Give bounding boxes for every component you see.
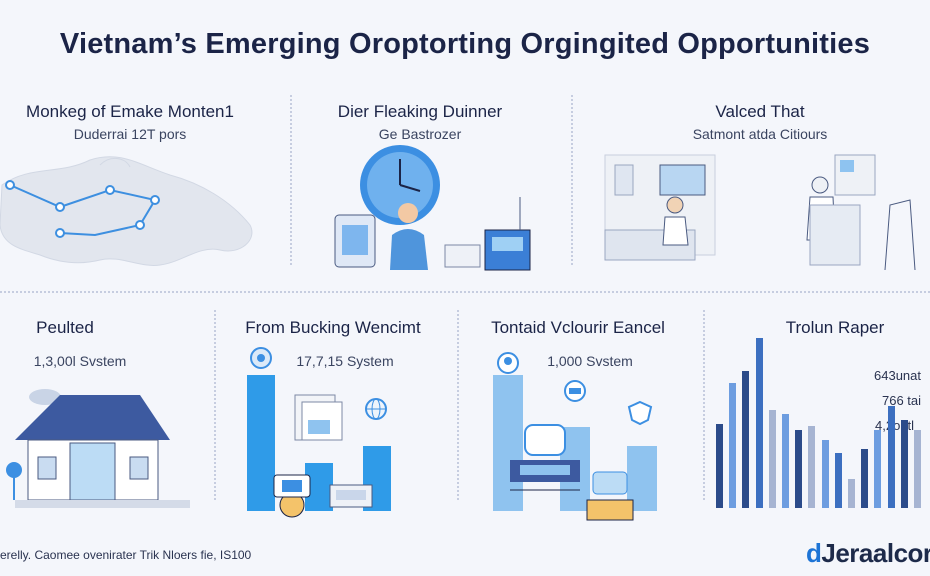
panel-title: Peulted [36,318,94,337]
globe-icon [365,398,387,420]
documents-icon [294,394,343,441]
bar [755,338,763,508]
horizontal-divider [0,291,930,293]
bar [768,410,776,508]
office-illustration [604,154,916,271]
vertical-divider [457,310,459,500]
panel-title: Tontaid Vclourir Eancel [491,318,665,337]
brand-logo: dJeraalcor [806,538,930,568]
bar [795,430,803,508]
bar [848,479,855,508]
bar [782,414,789,508]
folder-icon [329,484,373,508]
panel-subtitle: 1,3,00l Svstem [33,353,127,369]
bar [716,424,723,508]
vertical-divider [214,310,216,500]
page-title: Vietnam’s Emerging Oroptorting Orgingite… [59,28,871,60]
panel-subtitle: 17,7,15 System [296,353,394,369]
bar [247,375,275,511]
bar [808,426,816,508]
bar [900,420,908,508]
panel-subtitle: Ge Bastrozer [378,126,462,142]
map-illustration [0,156,253,266]
bar [874,430,882,508]
bar [729,383,737,508]
vertical-divider [290,95,292,265]
vertical-divider [703,310,705,500]
tools-icon [273,474,311,518]
panel-subtitle: 1,000 Svstem [547,353,633,369]
device-icon [586,471,634,521]
panel-title: From Bucking Wencimt [245,318,421,337]
bar [834,453,842,508]
value-label: 643unat [874,368,921,383]
panel-subtitle: Satmont atda Citiours [692,126,828,142]
footer-text: erelly. Caomee ovenirater Trik Nloers fi… [0,548,252,562]
handshake-icon [564,380,586,402]
gear-icon [250,347,272,369]
lab-equipment-icon [510,424,580,491]
building-illustration [6,389,190,508]
bar [742,371,750,508]
bar [861,449,869,508]
panel-title: Dier Fleaking Duinner [337,102,503,121]
panel-subtitle: Duderrai 12T pors [73,126,187,142]
vertical-divider [571,95,573,265]
bar [493,375,523,511]
clock-worker-illustration [334,145,531,271]
bar [887,406,895,508]
bar [821,440,829,508]
value-label: 766 tai [882,393,922,408]
panel-title: Trolun Raper [785,318,885,337]
shield-icon [627,400,653,426]
bar [914,430,921,508]
people-icon [497,352,519,374]
panel-title: Monkeg of Emake Monten1 [26,102,234,121]
panel-title: Valced That [715,102,805,121]
